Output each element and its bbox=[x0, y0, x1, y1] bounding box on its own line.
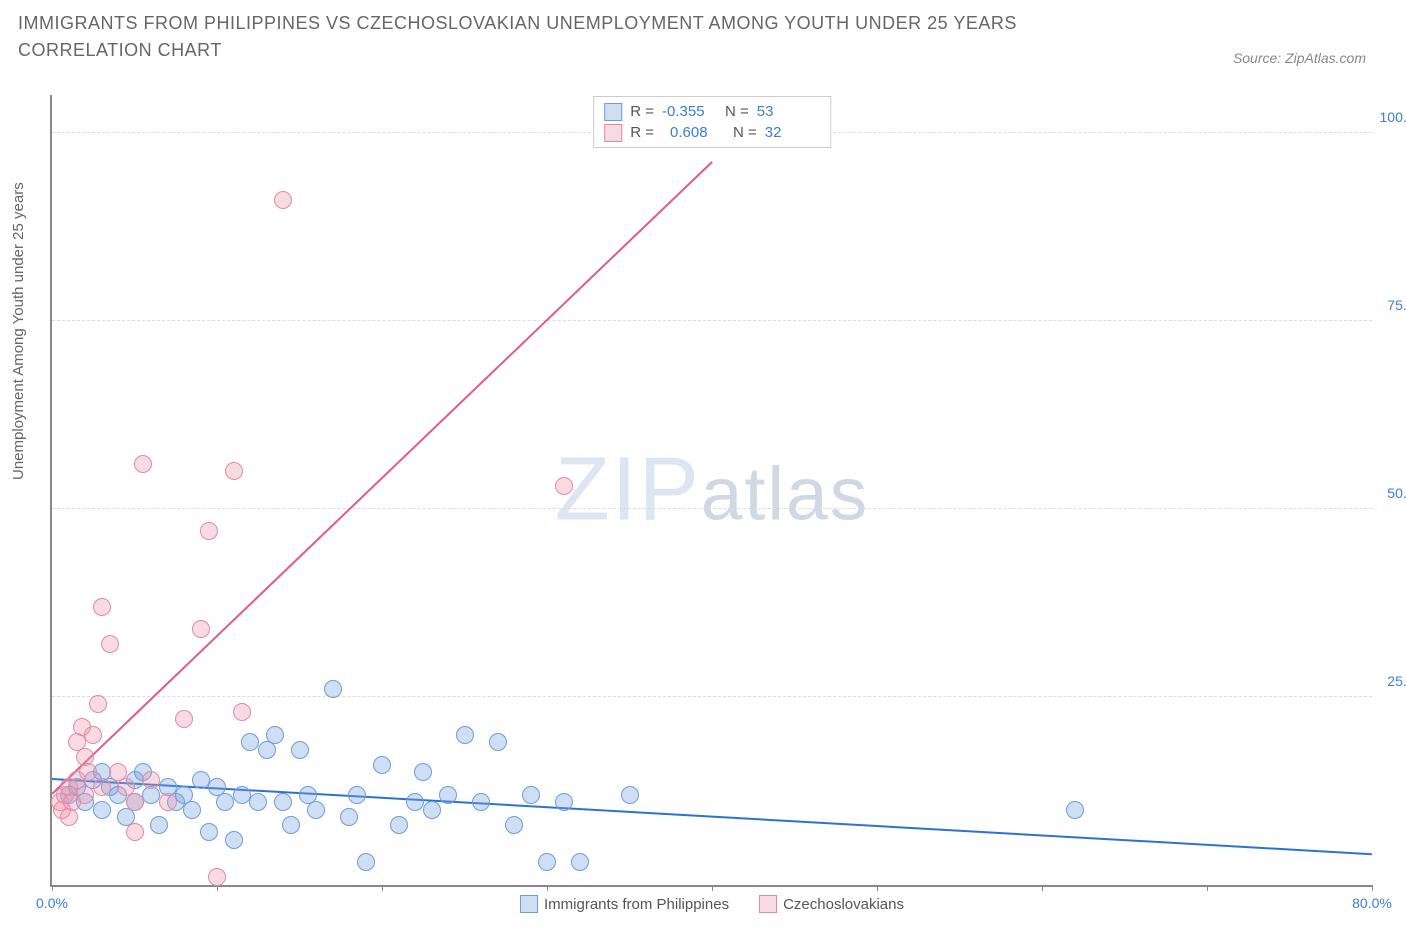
data-point bbox=[126, 823, 144, 841]
data-point bbox=[571, 853, 589, 871]
n-value-philippines: 53 bbox=[757, 101, 812, 122]
stats-legend-box: R = -0.355 N = 53 R = 0.608 N = 32 bbox=[593, 96, 831, 148]
data-point bbox=[274, 191, 292, 209]
data-point bbox=[390, 816, 408, 834]
data-point bbox=[89, 695, 107, 713]
data-point bbox=[159, 793, 177, 811]
data-point bbox=[340, 808, 358, 826]
data-point bbox=[60, 808, 78, 826]
data-point bbox=[192, 771, 210, 789]
y-tick-label: 25.0% bbox=[1387, 673, 1406, 689]
swatch-czech bbox=[604, 124, 622, 142]
legend-item-philippines: Immigrants from Philippines bbox=[520, 895, 729, 913]
legend-label-czech: Czechoslovakians bbox=[783, 896, 904, 913]
data-point bbox=[208, 868, 226, 886]
data-point bbox=[307, 801, 325, 819]
data-point bbox=[93, 801, 111, 819]
data-point bbox=[225, 462, 243, 480]
legend-item-czech: Czechoslovakians bbox=[759, 895, 904, 913]
x-tick bbox=[1042, 885, 1043, 891]
data-point bbox=[134, 455, 152, 473]
data-point bbox=[142, 771, 160, 789]
chart-title: IMMIGRANTS FROM PHILIPPINES VS CZECHOSLO… bbox=[18, 10, 1118, 64]
x-tick bbox=[1372, 885, 1373, 891]
data-point bbox=[241, 733, 259, 751]
data-point bbox=[439, 786, 457, 804]
legend-swatch-czech bbox=[759, 895, 777, 913]
data-point bbox=[522, 786, 540, 804]
scatter-plot-area: ZIPatlas R = -0.355 N = 53 R = 0.608 N =… bbox=[50, 95, 1372, 887]
gridline bbox=[52, 320, 1372, 321]
y-tick-label: 75.0% bbox=[1387, 297, 1406, 313]
swatch-philippines bbox=[604, 103, 622, 121]
legend-label-philippines: Immigrants from Philippines bbox=[544, 896, 729, 913]
data-point bbox=[126, 793, 144, 811]
data-point bbox=[175, 710, 193, 728]
source-attribution: Source: ZipAtlas.com bbox=[1233, 50, 1366, 66]
gridline bbox=[52, 508, 1372, 509]
data-point bbox=[357, 853, 375, 871]
data-point bbox=[373, 756, 391, 774]
watermark: ZIPatlas bbox=[555, 439, 869, 542]
data-point bbox=[538, 853, 556, 871]
stats-row-philippines: R = -0.355 N = 53 bbox=[604, 101, 820, 122]
data-point bbox=[456, 726, 474, 744]
data-point bbox=[406, 793, 424, 811]
data-point bbox=[200, 823, 218, 841]
data-point bbox=[266, 726, 284, 744]
data-point bbox=[76, 786, 94, 804]
y-tick-label: 100.0% bbox=[1380, 109, 1406, 125]
data-point bbox=[93, 778, 111, 796]
data-point bbox=[505, 816, 523, 834]
data-point bbox=[555, 477, 573, 495]
data-point bbox=[150, 816, 168, 834]
x-tick bbox=[1207, 885, 1208, 891]
x-tick bbox=[547, 885, 548, 891]
stats-row-czech: R = 0.608 N = 32 bbox=[604, 122, 820, 143]
r-value-czech: 0.608 bbox=[662, 122, 725, 143]
data-point bbox=[249, 793, 267, 811]
r-value-philippines: -0.355 bbox=[662, 101, 717, 122]
data-point bbox=[423, 801, 441, 819]
data-point bbox=[414, 763, 432, 781]
y-tick-label: 50.0% bbox=[1387, 485, 1406, 501]
data-point bbox=[291, 741, 309, 759]
data-point bbox=[348, 786, 366, 804]
x-tick bbox=[877, 885, 878, 891]
x-tick bbox=[382, 885, 383, 891]
data-point bbox=[200, 522, 218, 540]
trend-line bbox=[52, 778, 1372, 855]
data-point bbox=[101, 635, 119, 653]
data-point bbox=[1066, 801, 1084, 819]
data-point bbox=[472, 793, 490, 811]
data-point bbox=[274, 793, 292, 811]
data-point bbox=[233, 703, 251, 721]
x-tick-label: 0.0% bbox=[36, 895, 68, 911]
data-point bbox=[233, 786, 251, 804]
data-point bbox=[93, 598, 111, 616]
x-tick bbox=[712, 885, 713, 891]
data-point bbox=[183, 801, 201, 819]
data-point bbox=[621, 786, 639, 804]
data-point bbox=[282, 816, 300, 834]
data-point bbox=[84, 726, 102, 744]
x-tick bbox=[52, 885, 53, 891]
data-point bbox=[216, 793, 234, 811]
gridline bbox=[52, 696, 1372, 697]
data-point bbox=[225, 831, 243, 849]
trend-line bbox=[51, 161, 712, 794]
legend-bottom: Immigrants from Philippines Czechoslovak… bbox=[520, 895, 904, 913]
n-value-czech: 32 bbox=[765, 122, 820, 143]
y-axis-label: Unemployment Among Youth under 25 years bbox=[10, 182, 27, 480]
legend-swatch-philippines bbox=[520, 895, 538, 913]
data-point bbox=[324, 680, 342, 698]
data-point bbox=[555, 793, 573, 811]
data-point bbox=[192, 620, 210, 638]
x-tick-label: 80.0% bbox=[1352, 895, 1392, 911]
data-point bbox=[79, 763, 97, 781]
data-point bbox=[489, 733, 507, 751]
